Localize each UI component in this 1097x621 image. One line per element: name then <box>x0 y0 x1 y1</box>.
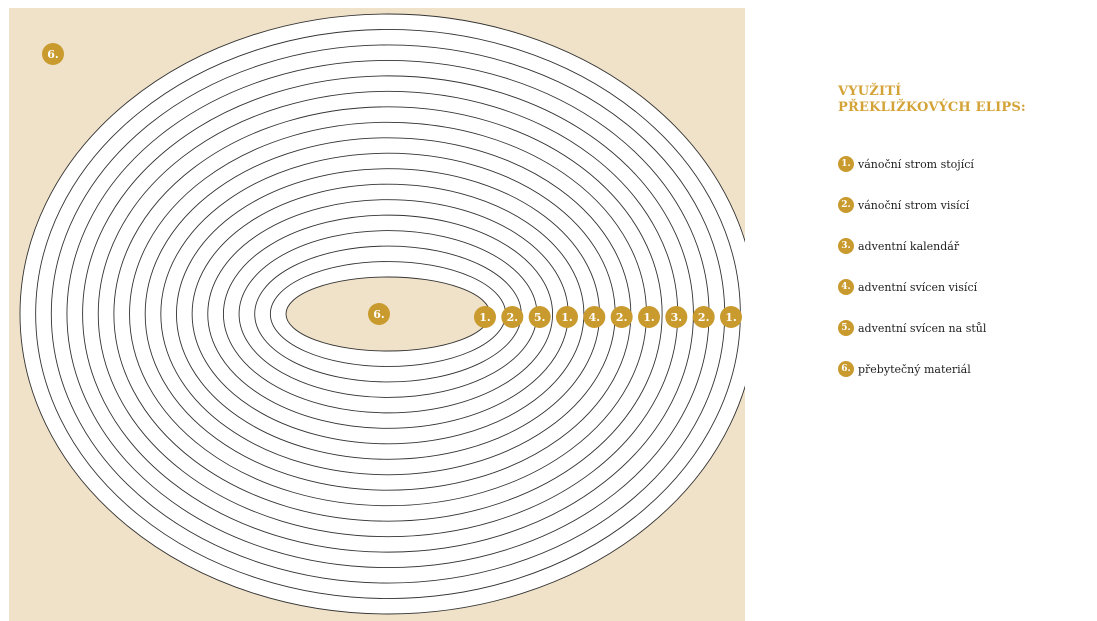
legend-item: 1. vánoční strom stojící <box>838 154 1093 174</box>
ring-badge-label: 5. <box>534 311 545 324</box>
legend: VYUŽITÍ PŘEKLIŽKOVÝCH ELIPS: 1. vánoční … <box>838 84 1093 400</box>
diagram-badges: 6. 6. 1. 2. 5. 1. 4. 2. 1. 3. 2. 1. <box>42 43 742 328</box>
ring-badge: 2. <box>692 306 715 328</box>
legend-badge: 6. <box>838 361 854 377</box>
legend-item: 6. přebytečný materiál <box>838 359 1093 379</box>
ring-badge-label: 1. <box>725 311 736 324</box>
ring-badge-label: 1. <box>479 311 490 324</box>
legend-item: 3. adventní kalendář <box>838 236 1093 256</box>
ring-badge-label: 4. <box>589 311 600 324</box>
legend-item: 2. vánoční strom visící <box>838 195 1093 215</box>
ring-badge: 1. <box>720 306 742 328</box>
legend-label: adventní svícen visící <box>858 280 978 294</box>
legend-badge: 3. <box>838 238 854 254</box>
ring-badge-label: 3. <box>671 311 682 324</box>
corner-badge-label: 6. <box>47 48 58 61</box>
ring-badge: 1. <box>474 306 496 328</box>
ring-badge-label: 1. <box>561 311 572 324</box>
ring-badge: 4. <box>583 306 606 328</box>
ring-badge-label: 2. <box>507 311 518 324</box>
legend-label: vánoční strom visící <box>858 198 970 212</box>
legend-badge: 1. <box>838 156 854 172</box>
legend-label: adventní svícen na stůl <box>858 321 987 335</box>
ring-badge-label: 2. <box>616 311 627 324</box>
ring-badge: 1. <box>556 306 578 328</box>
ring-badge: 2. <box>610 306 633 328</box>
ring-badge: 2. <box>501 306 524 328</box>
legend-label: vánoční strom stojící <box>858 157 974 171</box>
ring-badge: 1. <box>638 306 660 328</box>
plywood-board: 6. 6. 1. 2. 5. 1. 4. 2. 1. 3. 2. 1. <box>9 8 745 621</box>
legend-badge: 4. <box>838 279 854 295</box>
legend-title: VYUŽITÍ PŘEKLIŽKOVÝCH ELIPS: <box>838 84 1093 116</box>
center-badge: 6. <box>368 303 390 325</box>
legend-title-line-2: PŘEKLIŽKOVÝCH ELIPS: <box>838 100 1026 115</box>
ring-badge: 3. <box>665 306 688 328</box>
ring-badge-label: 1. <box>643 311 654 324</box>
legend-title-line-1: VYUŽITÍ <box>838 84 902 99</box>
ellipse-diagram: 6. 6. 1. 2. 5. 1. 4. 2. 1. 3. 2. 1. <box>9 8 745 621</box>
legend-badge: 2. <box>838 197 854 213</box>
legend-label: adventní kalendář <box>858 239 960 253</box>
legend-item: 5. adventní svícen na stůl <box>838 318 1093 338</box>
ring-badge-label: 2. <box>698 311 709 324</box>
legend-label: přebytečný materiál <box>858 362 971 376</box>
ring-badge: 5. <box>528 306 551 328</box>
legend-list: 1. vánoční strom stojící 2. vánoční stro… <box>838 154 1093 379</box>
center-badge-label: 6. <box>373 308 384 321</box>
corner-badge: 6. <box>42 43 64 65</box>
legend-badge: 5. <box>838 320 854 336</box>
legend-item: 4. adventní svícen visící <box>838 277 1093 297</box>
